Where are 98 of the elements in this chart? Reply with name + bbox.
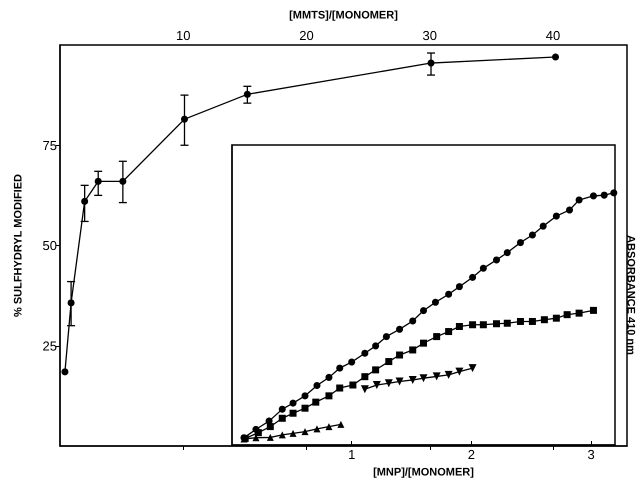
point bbox=[94, 178, 102, 185]
point bbox=[564, 311, 571, 318]
point bbox=[444, 370, 453, 379]
point bbox=[360, 385, 369, 394]
point bbox=[552, 54, 560, 61]
point bbox=[516, 239, 524, 246]
point bbox=[181, 116, 188, 123]
point bbox=[480, 321, 487, 328]
x-tick-label: 20 bbox=[299, 28, 314, 43]
point bbox=[302, 404, 309, 412]
point bbox=[493, 320, 500, 328]
point bbox=[336, 384, 344, 392]
point bbox=[396, 377, 404, 386]
point bbox=[590, 306, 597, 314]
point bbox=[290, 430, 297, 437]
point bbox=[119, 178, 126, 185]
point bbox=[504, 249, 511, 256]
point bbox=[244, 90, 251, 98]
point bbox=[610, 189, 618, 196]
x-axis-title: [MNP]/[MONOMER] bbox=[373, 466, 474, 478]
point bbox=[396, 352, 404, 358]
point bbox=[278, 414, 286, 422]
point bbox=[600, 192, 608, 199]
point bbox=[408, 376, 417, 384]
point bbox=[469, 321, 476, 328]
point bbox=[468, 364, 477, 372]
x-tick-label: 3 bbox=[587, 447, 595, 462]
point bbox=[254, 429, 262, 436]
y-tick-label: 75 bbox=[42, 138, 57, 153]
point bbox=[302, 392, 309, 400]
point bbox=[61, 368, 68, 376]
x-tick-label: 1 bbox=[348, 447, 356, 462]
point bbox=[302, 428, 309, 436]
point bbox=[325, 392, 332, 400]
point bbox=[372, 342, 380, 350]
x-tick-label: 2 bbox=[468, 447, 475, 462]
point bbox=[372, 366, 380, 374]
point bbox=[348, 358, 356, 366]
point bbox=[480, 264, 487, 272]
point bbox=[409, 317, 416, 324]
x-tick-label: 10 bbox=[176, 28, 190, 43]
point bbox=[552, 314, 560, 322]
point bbox=[420, 374, 428, 382]
point bbox=[590, 192, 597, 200]
point bbox=[469, 274, 476, 281]
point bbox=[396, 326, 404, 333]
point bbox=[540, 222, 547, 230]
point bbox=[493, 256, 500, 264]
x-tick-label: 40 bbox=[546, 28, 560, 43]
point bbox=[337, 420, 344, 428]
point bbox=[409, 346, 416, 354]
x-tick-label: 30 bbox=[422, 28, 438, 43]
point bbox=[385, 358, 392, 366]
point bbox=[266, 434, 274, 441]
point bbox=[420, 307, 427, 314]
point bbox=[516, 318, 524, 325]
point bbox=[266, 423, 274, 430]
point bbox=[372, 381, 381, 389]
point bbox=[540, 316, 548, 324]
point bbox=[361, 350, 368, 357]
point bbox=[552, 212, 560, 220]
y-tick-label: 25 bbox=[42, 338, 57, 354]
point bbox=[68, 299, 75, 306]
point bbox=[445, 290, 452, 298]
point bbox=[382, 333, 390, 340]
point bbox=[428, 60, 435, 67]
point bbox=[456, 323, 463, 330]
point bbox=[455, 368, 464, 376]
point bbox=[81, 198, 88, 205]
point bbox=[325, 423, 332, 430]
point bbox=[313, 382, 320, 389]
point bbox=[566, 206, 574, 214]
point bbox=[278, 431, 286, 438]
point bbox=[325, 374, 332, 381]
point bbox=[349, 382, 356, 388]
point bbox=[576, 196, 583, 204]
point bbox=[290, 400, 297, 407]
point bbox=[361, 373, 368, 380]
point bbox=[445, 328, 452, 336]
x-axis-title: [MMTS]/[MONOMER] bbox=[289, 10, 398, 22]
point bbox=[432, 298, 439, 306]
point bbox=[336, 364, 344, 372]
y-axis-title: ABSORBANCE 410 nm bbox=[624, 235, 636, 356]
point bbox=[576, 310, 583, 317]
point bbox=[432, 372, 441, 380]
point bbox=[528, 232, 536, 238]
point bbox=[504, 320, 511, 327]
point bbox=[278, 406, 286, 413]
y-axis-title: % SULFHYDRYL MODIFIED bbox=[12, 174, 24, 318]
point bbox=[313, 425, 320, 432]
point bbox=[456, 283, 463, 290]
point bbox=[290, 410, 297, 417]
point bbox=[312, 398, 320, 406]
point bbox=[384, 379, 393, 388]
y-tick-label: 50 bbox=[42, 238, 57, 253]
point bbox=[528, 318, 536, 325]
point bbox=[420, 340, 427, 347]
point bbox=[433, 333, 440, 340]
